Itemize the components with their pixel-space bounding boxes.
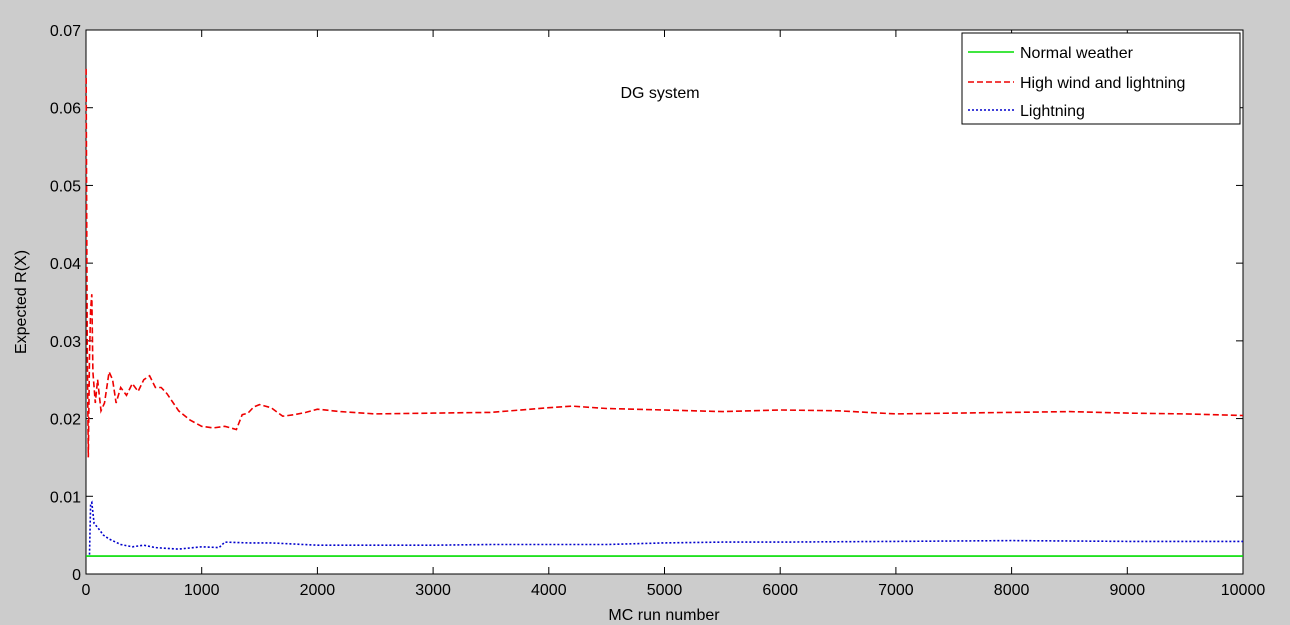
y-tick-label: 0.07 <box>50 23 81 40</box>
chart-title: DG system <box>620 85 699 102</box>
y-tick-label: 0.02 <box>50 412 81 429</box>
x-tick-label: 8000 <box>994 582 1030 599</box>
y-axis-label: Expected R(X) <box>13 250 30 354</box>
x-tick-label: 7000 <box>878 582 914 599</box>
x-tick-label: 10000 <box>1221 582 1266 599</box>
y-tick-label: 0.06 <box>50 101 81 118</box>
legend-label-lightning: Lightning <box>1020 103 1085 120</box>
x-tick-label: 3000 <box>415 582 451 599</box>
y-tick-label: 0.01 <box>50 489 81 506</box>
x-tick-label: 6000 <box>762 582 798 599</box>
y-tick-label: 0.04 <box>50 256 81 273</box>
y-tick-label: 0.03 <box>50 334 81 351</box>
x-axis-label: MC run number <box>608 607 720 624</box>
legend-label-normal-weather: Normal weather <box>1020 45 1134 62</box>
y-tick-label: 0.05 <box>50 178 81 195</box>
legend: Normal weather High wind and lightning L… <box>961 32 1241 125</box>
x-tick-label: 5000 <box>647 582 683 599</box>
series-layer <box>85 68 1244 557</box>
y-tick-label: 0 <box>72 567 81 584</box>
x-tick-label: 4000 <box>531 582 567 599</box>
legend-label-high-wind-and-lightning: High wind and lightning <box>1020 75 1185 92</box>
x-tick-label: 1000 <box>184 582 220 599</box>
x-tick-label: 2000 <box>300 582 336 599</box>
series-line-high-wind-and-lightning <box>85 68 1244 458</box>
axis-ticks: 0 1000 2000 3000 4000 5000 6000 7000 8000 9000 100… <box>50 23 1265 599</box>
x-tick-label: 9000 <box>1110 582 1146 599</box>
x-tick-label: 0 <box>82 582 91 599</box>
legend-box <box>961 32 1241 125</box>
